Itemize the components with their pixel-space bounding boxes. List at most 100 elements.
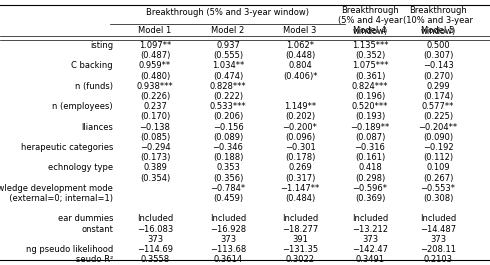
- Text: (0.196): (0.196): [355, 92, 385, 101]
- Text: 0.824***: 0.824***: [352, 82, 388, 91]
- Text: −0.189**: −0.189**: [350, 123, 390, 132]
- Text: (0.188): (0.188): [213, 153, 243, 162]
- Text: −131.35: −131.35: [282, 245, 318, 254]
- Text: (0.361): (0.361): [355, 72, 385, 81]
- Text: 0.520***: 0.520***: [352, 102, 388, 111]
- Text: (0.555): (0.555): [213, 51, 243, 60]
- Text: −0.143: −0.143: [423, 61, 453, 70]
- Text: 0.937: 0.937: [216, 41, 240, 50]
- Text: 0.299: 0.299: [426, 82, 450, 91]
- Text: 1.149**: 1.149**: [284, 102, 316, 111]
- Text: isting: isting: [90, 41, 113, 50]
- Text: −114.69: −114.69: [137, 245, 173, 254]
- Text: 0.938***: 0.938***: [137, 82, 173, 91]
- Text: 0.959**: 0.959**: [139, 61, 171, 70]
- Text: Model 5: Model 5: [421, 26, 455, 35]
- Text: (0.484): (0.484): [285, 194, 315, 203]
- Text: −16.083: −16.083: [137, 225, 173, 234]
- Text: 0.418: 0.418: [358, 164, 382, 173]
- Text: Model 2: Model 2: [211, 26, 245, 35]
- Text: Included: Included: [137, 214, 173, 223]
- Text: (0.474): (0.474): [213, 72, 243, 81]
- Text: (0.459): (0.459): [213, 194, 243, 203]
- Text: (0.090): (0.090): [423, 133, 453, 142]
- Text: (0.173): (0.173): [140, 153, 170, 162]
- Text: 1.062*: 1.062*: [286, 41, 314, 50]
- Text: −0.301: −0.301: [285, 143, 316, 152]
- Text: (0.356): (0.356): [213, 174, 243, 183]
- Text: nowledge development mode: nowledge development mode: [0, 184, 113, 193]
- Text: (0.352): (0.352): [355, 51, 385, 60]
- Text: (0.225): (0.225): [423, 112, 453, 121]
- Text: C backing: C backing: [72, 61, 113, 70]
- Text: Included: Included: [210, 214, 246, 223]
- Text: 0.577**: 0.577**: [422, 102, 454, 111]
- Text: 0.804: 0.804: [288, 61, 312, 70]
- Text: (0.170): (0.170): [140, 112, 170, 121]
- Text: Included: Included: [282, 214, 318, 223]
- Text: 0.2103: 0.2103: [423, 255, 452, 264]
- Text: 391: 391: [292, 235, 308, 244]
- Text: (0.307): (0.307): [423, 51, 453, 60]
- Text: (0.193): (0.193): [355, 112, 385, 121]
- Text: (0.089): (0.089): [213, 133, 243, 142]
- Text: (0.174): (0.174): [423, 92, 453, 101]
- Text: −14.487: −14.487: [420, 225, 456, 234]
- Text: −0.156: −0.156: [213, 123, 244, 132]
- Text: (0.317): (0.317): [285, 174, 315, 183]
- Text: (0.112): (0.112): [423, 153, 453, 162]
- Text: (0.222): (0.222): [213, 92, 243, 101]
- Text: (0.226): (0.226): [140, 92, 170, 101]
- Text: −0.784*: −0.784*: [210, 184, 245, 193]
- Text: ng pseudo likelihood: ng pseudo likelihood: [26, 245, 113, 254]
- Text: 1.135***: 1.135***: [352, 41, 388, 50]
- Text: −0.316: −0.316: [355, 143, 386, 152]
- Text: 373: 373: [430, 235, 446, 244]
- Text: 373: 373: [362, 235, 378, 244]
- Text: (0.178): (0.178): [285, 153, 315, 162]
- Text: −0.346: −0.346: [213, 143, 244, 152]
- Text: 0.533***: 0.533***: [210, 102, 246, 111]
- Text: (0.085): (0.085): [140, 133, 170, 142]
- Text: Breakthrough
(10% and 3-year
window): Breakthrough (10% and 3-year window): [403, 6, 473, 36]
- Text: Model 4: Model 4: [353, 26, 387, 35]
- Text: −0.192: −0.192: [423, 143, 453, 152]
- Text: −208.11: −208.11: [420, 245, 456, 254]
- Text: 0.237: 0.237: [143, 102, 167, 111]
- Text: (0.206): (0.206): [213, 112, 243, 121]
- Text: −13.212: −13.212: [352, 225, 388, 234]
- Text: −0.553*: −0.553*: [420, 184, 456, 193]
- Text: echnology type: echnology type: [48, 164, 113, 173]
- Text: n (employees): n (employees): [52, 102, 113, 111]
- Text: (0.448): (0.448): [285, 51, 315, 60]
- Text: Breakthrough
(5% and 4-year
window): Breakthrough (5% and 4-year window): [338, 6, 402, 36]
- Text: Breakthrough (5% and 3-year window): Breakthrough (5% and 3-year window): [146, 8, 309, 17]
- Text: (0.369): (0.369): [355, 194, 385, 203]
- Text: 1.034**: 1.034**: [212, 61, 244, 70]
- Text: 1.075***: 1.075***: [352, 61, 388, 70]
- Text: −0.138: −0.138: [140, 123, 171, 132]
- Text: Model 1: Model 1: [138, 26, 171, 35]
- Text: (0.354): (0.354): [140, 174, 170, 183]
- Text: 0.389: 0.389: [143, 164, 167, 173]
- Text: 0.3022: 0.3022: [286, 255, 315, 264]
- Text: onstant: onstant: [81, 225, 113, 234]
- Text: 0.3491: 0.3491: [356, 255, 385, 264]
- Text: 0.269: 0.269: [288, 164, 312, 173]
- Text: (0.161): (0.161): [355, 153, 385, 162]
- Text: (0.308): (0.308): [423, 194, 453, 203]
- Text: 1.097**: 1.097**: [139, 41, 171, 50]
- Text: Model 3: Model 3: [283, 26, 317, 35]
- Text: n (funds): n (funds): [75, 82, 113, 91]
- Text: Included: Included: [420, 214, 456, 223]
- Text: 0.500: 0.500: [426, 41, 450, 50]
- Text: 0.3558: 0.3558: [141, 255, 170, 264]
- Text: −16.928: −16.928: [210, 225, 246, 234]
- Text: (0.406)*: (0.406)*: [283, 72, 317, 81]
- Text: (0.270): (0.270): [423, 72, 453, 81]
- Text: −0.294: −0.294: [140, 143, 171, 152]
- Text: −0.596*: −0.596*: [352, 184, 388, 193]
- Text: −142.47: −142.47: [352, 245, 388, 254]
- Text: 0.353: 0.353: [216, 164, 240, 173]
- Text: (0.087): (0.087): [355, 133, 385, 142]
